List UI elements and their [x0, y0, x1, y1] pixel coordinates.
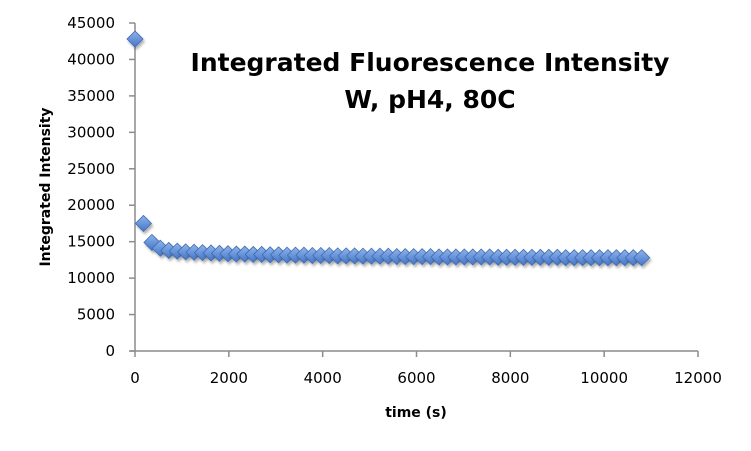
- x-tick-label: 2000: [210, 369, 248, 387]
- y-tick-label: 0: [105, 342, 115, 360]
- chart-title: Integrated Fluorescence Intensity: [191, 48, 670, 77]
- y-tick-label: 30000: [67, 123, 115, 141]
- x-tick-label: 0: [130, 369, 140, 387]
- x-tick-label: 4000: [304, 369, 342, 387]
- y-tick-label: 40000: [67, 50, 115, 68]
- x-tick-label: 12000: [674, 369, 722, 387]
- y-tick-label: 25000: [67, 160, 115, 178]
- x-tick-label: 10000: [580, 369, 628, 387]
- axes: 0500010000150002000025000300003500040000…: [67, 14, 722, 387]
- y-tick-label: 15000: [67, 233, 115, 251]
- y-tick-label: 35000: [67, 87, 115, 105]
- chart-subtitle: W, pH4, 80C: [344, 85, 515, 114]
- x-tick-label: 8000: [491, 369, 529, 387]
- y-axis-title: Integrated Intensity: [38, 107, 54, 266]
- y-tick-label: 5000: [77, 306, 115, 324]
- x-tick-label: 6000: [397, 369, 435, 387]
- y-tick-label: 10000: [67, 269, 115, 287]
- data-series: [126, 30, 651, 267]
- x-axis-title: time (s): [385, 405, 447, 421]
- data-point-diamond-icon: [134, 214, 153, 233]
- y-tick-label: 20000: [67, 196, 115, 214]
- data-point-diamond-icon: [126, 30, 144, 48]
- y-tick-label: 45000: [67, 14, 115, 32]
- data-point-diamond-icon: [633, 249, 651, 267]
